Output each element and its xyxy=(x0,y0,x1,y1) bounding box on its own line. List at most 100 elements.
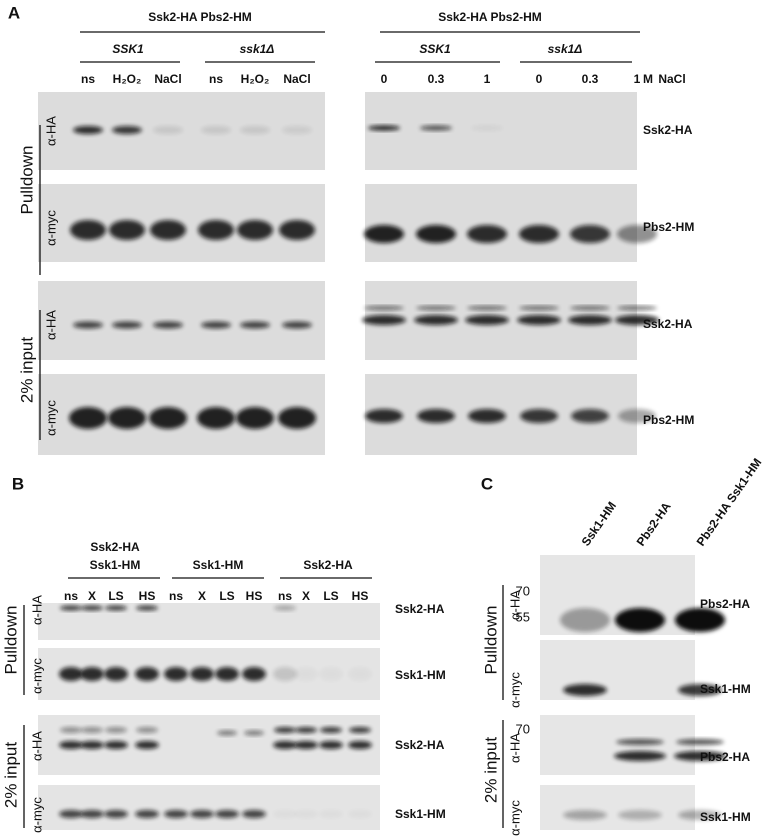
row-label: Pbs2-HA xyxy=(700,597,750,611)
band xyxy=(105,727,127,733)
band xyxy=(153,321,183,329)
section-label: 2% input xyxy=(1,742,20,808)
band xyxy=(348,741,372,749)
band xyxy=(560,608,610,632)
band xyxy=(60,605,82,611)
band xyxy=(278,407,316,429)
band xyxy=(80,810,104,818)
antibody: α-myc xyxy=(43,400,58,436)
panel-label: B xyxy=(12,474,24,493)
band xyxy=(136,727,158,733)
band xyxy=(112,126,142,134)
band xyxy=(563,684,607,696)
blots xyxy=(38,92,726,830)
band xyxy=(215,667,239,681)
lane-label: H₂O₂ xyxy=(241,72,270,86)
lane-label: HS xyxy=(139,589,156,603)
group-label: Ssk1-HM xyxy=(193,558,244,572)
band xyxy=(519,306,559,310)
group-label: Ssk1-HM xyxy=(90,558,141,572)
band xyxy=(467,306,507,310)
lane-label: HS xyxy=(246,589,263,603)
band xyxy=(190,667,214,681)
group-label: Ssk2-HA xyxy=(90,540,140,554)
band xyxy=(81,727,103,733)
band xyxy=(242,667,266,681)
antibody: α-HA xyxy=(29,595,44,625)
lane-label: LS xyxy=(108,589,123,603)
band xyxy=(675,608,725,632)
band xyxy=(164,667,188,681)
row-label: Ssk2-HA xyxy=(643,317,693,331)
band xyxy=(237,220,273,240)
band xyxy=(273,667,297,681)
antibody: α-myc xyxy=(507,672,522,708)
band xyxy=(468,409,506,423)
antibody: α-myc xyxy=(43,210,58,246)
group-label: Ssk2-HA xyxy=(303,558,353,572)
marker: 70 xyxy=(516,583,530,598)
band xyxy=(618,810,662,820)
band xyxy=(319,810,343,818)
band xyxy=(59,667,83,681)
band xyxy=(244,730,264,736)
lane-label: X xyxy=(88,589,96,603)
band xyxy=(617,306,657,310)
genotype: ssk1Δ xyxy=(548,42,583,56)
band xyxy=(420,125,452,131)
band xyxy=(242,810,266,818)
marker: 55 xyxy=(516,609,530,624)
panel-label: A xyxy=(8,3,20,22)
row-label: Ssk1-HM xyxy=(395,807,446,821)
blot xyxy=(365,92,637,170)
band xyxy=(520,409,558,423)
band xyxy=(282,321,312,329)
band xyxy=(73,321,103,329)
band xyxy=(59,741,83,749)
band xyxy=(217,730,237,736)
band xyxy=(201,321,231,329)
header: Ssk2-HA Pbs2-HM xyxy=(438,10,542,24)
antibody: α-myc xyxy=(507,800,522,836)
lane-label: Ssk1-HM xyxy=(579,499,620,549)
lane-label: 0 xyxy=(381,72,388,86)
band xyxy=(73,126,103,134)
band xyxy=(240,126,270,134)
lane-label: Pbs2-HA Ssk1-HM xyxy=(694,456,765,549)
band xyxy=(676,739,724,745)
band xyxy=(319,741,343,749)
band xyxy=(362,315,406,325)
band xyxy=(198,220,234,240)
band xyxy=(615,608,665,632)
band xyxy=(416,225,456,243)
lane-label: NaCl xyxy=(283,72,310,86)
band xyxy=(135,667,159,681)
band xyxy=(294,667,318,681)
band xyxy=(678,810,722,820)
marker: 70 xyxy=(516,721,530,736)
lane-label: 1 xyxy=(484,72,491,86)
band xyxy=(615,315,659,325)
row-label: Pbs2-HA xyxy=(700,750,750,764)
band xyxy=(414,315,458,325)
antibody: α-myc xyxy=(29,658,44,694)
blot xyxy=(365,184,637,262)
band xyxy=(294,741,318,749)
band xyxy=(105,605,127,611)
blot xyxy=(540,640,695,700)
lane-label: 1 xyxy=(634,72,641,86)
lane-label: ns xyxy=(64,589,78,603)
lane-label: H₂O₂ xyxy=(113,72,142,86)
band xyxy=(519,225,559,243)
band xyxy=(568,315,612,325)
band xyxy=(69,407,107,429)
band xyxy=(348,667,372,681)
section-label: Pulldown xyxy=(17,146,36,215)
band xyxy=(150,220,186,240)
section-label: 2% input xyxy=(481,737,500,803)
band xyxy=(319,667,343,681)
band xyxy=(348,810,372,818)
row-label: Ssk2-HA xyxy=(395,738,445,752)
band xyxy=(282,126,312,134)
band xyxy=(136,605,158,611)
